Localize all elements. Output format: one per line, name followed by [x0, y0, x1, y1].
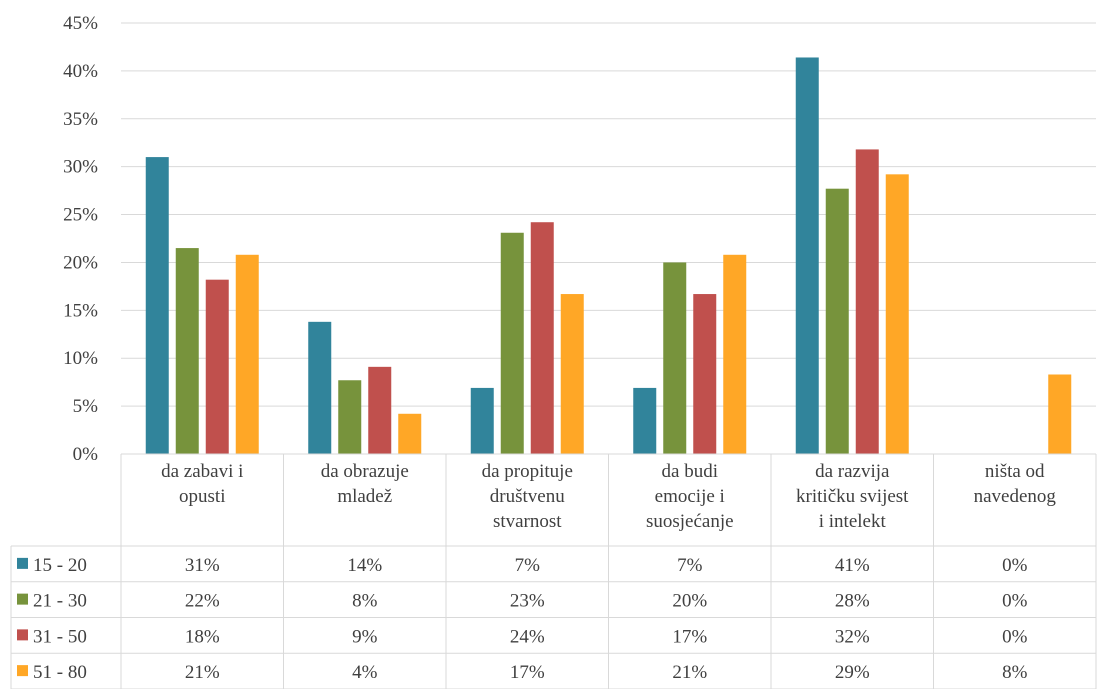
y-tick-label: 40% — [63, 61, 98, 82]
data-table-cell: 9% — [352, 626, 378, 647]
data-table-cell: 31% — [185, 555, 220, 576]
y-tick-label: 0% — [73, 444, 99, 465]
category-label: suosjećanje — [646, 511, 734, 532]
category-label: opusti — [179, 486, 225, 507]
bar — [145, 157, 169, 455]
y-axis: 0% 5% 10% 15% 20% 25% 30% 35% 40% 45% — [63, 13, 98, 465]
data-table-cell: 7% — [677, 555, 703, 576]
gridlines — [121, 22, 1096, 407]
bar — [308, 321, 332, 454]
category-label: da budi — [662, 461, 718, 482]
data-table-cell: 17% — [672, 626, 707, 647]
data-table-cell: 14% — [347, 555, 382, 576]
category-label: da obrazuje — [321, 461, 409, 482]
data-table-cell: 7% — [515, 555, 541, 576]
y-tick-label: 45% — [63, 13, 98, 34]
bar — [175, 248, 199, 454]
legend-series-label: 21 - 30 — [33, 591, 87, 612]
bar — [885, 174, 909, 454]
data-table-cell: 41% — [835, 555, 870, 576]
bar — [398, 413, 422, 454]
bar — [530, 222, 554, 454]
y-tick-label: 10% — [63, 348, 98, 369]
bar — [560, 294, 584, 454]
y-tick-label: 25% — [63, 205, 98, 226]
data-table-cell: 0% — [1002, 555, 1028, 576]
bar — [205, 279, 229, 454]
data-table-cell: 23% — [510, 591, 545, 612]
data-table-cell: 17% — [510, 662, 545, 683]
bar — [470, 387, 494, 454]
bar — [235, 254, 259, 454]
category-label: emocije i — [655, 486, 725, 507]
bars — [145, 57, 1072, 455]
bar — [825, 188, 849, 454]
data-table-cell: 20% — [672, 591, 707, 612]
y-tick-label: 30% — [63, 157, 98, 178]
bar — [368, 366, 392, 454]
category-label: da razvija — [815, 461, 890, 482]
category-label: ništa od — [985, 461, 1045, 482]
data-table-cell: 0% — [1002, 626, 1028, 647]
category-label: da zabavi i — [161, 461, 243, 482]
data-table-cell: 22% — [185, 591, 220, 612]
legend-color-key — [17, 629, 28, 641]
category-label: mladež — [337, 486, 392, 507]
legend-series-label: 15 - 20 — [33, 555, 87, 576]
data-table-cell: 21% — [672, 662, 707, 683]
bar — [723, 254, 747, 454]
bar — [633, 387, 657, 454]
legend-color-key — [17, 665, 28, 677]
category-label: navedenog — [974, 486, 1057, 507]
bar — [693, 294, 717, 454]
data-table: da zabavi i opusti da obrazuje mladež da pro… — [10, 453, 1097, 689]
bar — [500, 232, 524, 454]
legend-series-label: 51 - 80 — [33, 662, 87, 683]
data-table-cell: 0% — [1002, 591, 1028, 612]
legend-series-label: 31 - 50 — [33, 626, 87, 647]
bar — [795, 57, 819, 454]
y-tick-label: 15% — [63, 300, 98, 321]
data-table-cell: 21% — [185, 662, 220, 683]
data-table-cell: 28% — [835, 591, 870, 612]
data-table-cell: 8% — [352, 591, 378, 612]
y-tick-label: 35% — [63, 109, 98, 130]
bar — [338, 380, 362, 454]
category-label: i intelekt — [819, 511, 887, 532]
bar — [663, 262, 687, 454]
category-label: da propituje — [482, 461, 573, 482]
data-table-cell: 24% — [510, 626, 545, 647]
data-table-cell: 32% — [835, 626, 870, 647]
y-tick-label: 5% — [73, 396, 99, 417]
bar — [1048, 374, 1072, 454]
bar — [855, 149, 879, 454]
data-table-cell: 4% — [352, 662, 378, 683]
data-table-cell: 29% — [835, 662, 870, 683]
category-label: kritičku svijest — [796, 486, 909, 507]
data-table-cell: 18% — [185, 626, 220, 647]
legend-color-key — [17, 593, 28, 605]
y-tick-label: 20% — [63, 252, 98, 273]
legend-color-key — [17, 557, 28, 569]
data-table-cell: 8% — [1002, 662, 1028, 683]
category-label: društvenu — [490, 486, 565, 507]
category-label: stvarnost — [493, 511, 562, 532]
